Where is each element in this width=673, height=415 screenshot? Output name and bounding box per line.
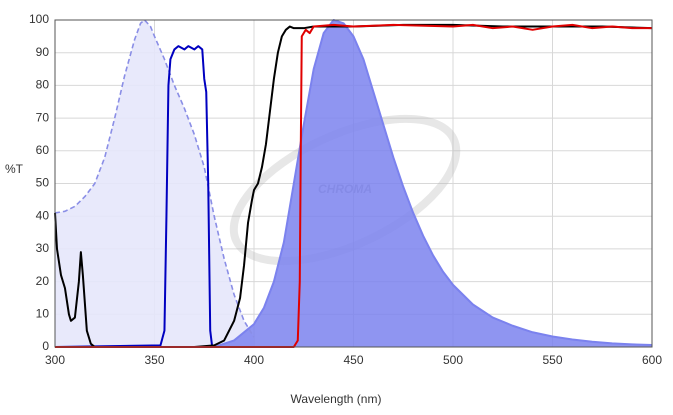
x-tick-label: 500: [443, 353, 463, 367]
y-tick-label: 100: [29, 12, 49, 26]
y-tick-label: 0: [42, 339, 49, 353]
x-axis-label: Wavelength (nm): [291, 392, 382, 406]
area: [214, 20, 652, 347]
y-tick-label: 70: [36, 110, 50, 124]
x-tick-label: 300: [45, 353, 65, 367]
line: [55, 23, 652, 348]
line: [54, 45, 219, 348]
x-tick-label: 600: [642, 353, 662, 367]
x-tick-label: 550: [542, 353, 562, 367]
y-tick-label: 10: [36, 306, 50, 320]
x-tick-label: 450: [343, 353, 363, 367]
y-tick-label: 80: [36, 78, 50, 92]
area: [55, 20, 254, 347]
y-axis-label: %T: [5, 162, 24, 176]
line: [54, 23, 653, 348]
x-tick-label: 400: [244, 353, 264, 367]
line: [213, 19, 653, 348]
line: [54, 19, 255, 338]
y-tick-label: 60: [36, 143, 50, 157]
y-tick-label: 30: [36, 241, 50, 255]
plot-border: [54, 19, 653, 348]
y-tick-label: 50: [36, 176, 50, 190]
y-tick-label: 40: [36, 208, 50, 222]
y-tick-label: 90: [36, 45, 50, 59]
y-tick-label: 20: [36, 274, 50, 288]
x-tick-label: 350: [144, 353, 164, 367]
